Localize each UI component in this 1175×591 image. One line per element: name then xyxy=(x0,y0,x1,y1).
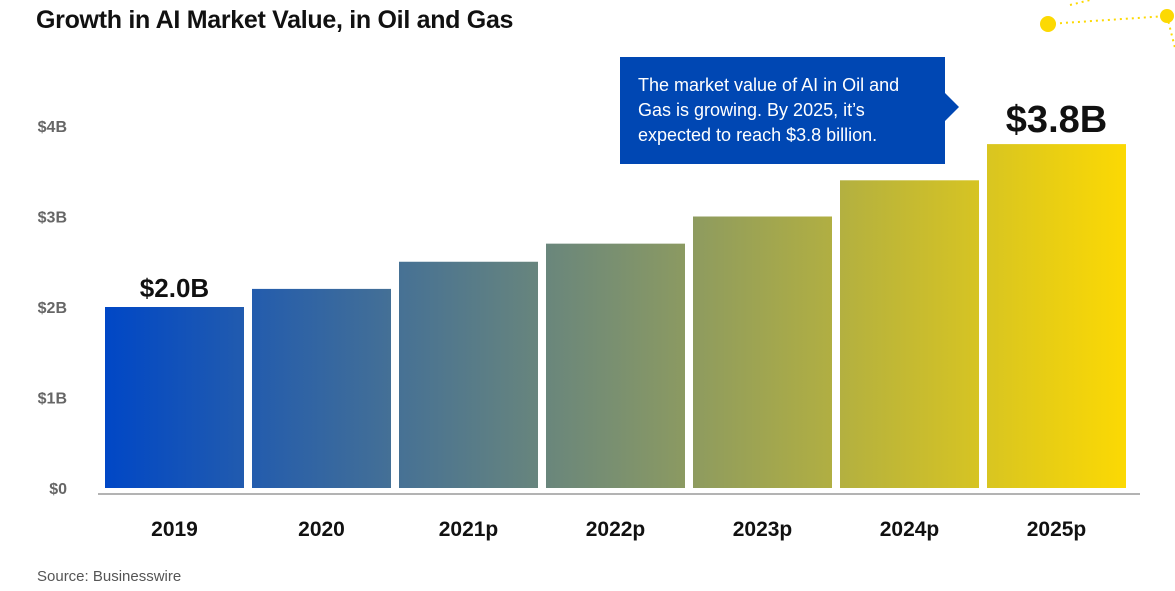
bar-2023p xyxy=(693,216,832,488)
x-axis: 2019 2020 2021p 2022p 2023p 2024p 2025p xyxy=(151,518,1086,541)
x-tick-label: 2024p xyxy=(880,518,940,541)
chart-title: Growth in AI Market Value, in Oil and Ga… xyxy=(36,6,514,34)
bars-group xyxy=(105,144,1126,489)
bar-2024p xyxy=(840,180,979,489)
x-tick-label: 2023p xyxy=(733,518,793,541)
y-tick-label: $3B xyxy=(38,210,67,227)
bar-2020 xyxy=(252,288,391,488)
x-tick-label: 2022p xyxy=(586,518,646,541)
y-tick-label: $1B xyxy=(38,391,67,408)
bar-2019 xyxy=(105,307,244,488)
x-tick-label: 2019 xyxy=(151,518,198,541)
bar-2025p xyxy=(987,144,1126,488)
bar-2022p xyxy=(546,243,685,488)
value-label: $2.0B xyxy=(140,273,209,303)
callout-text: The market value of AI in Oil and Gas is… xyxy=(638,75,900,145)
annotation-callout: The market value of AI in Oil and Gas is… xyxy=(620,57,945,164)
y-tick-label: $0 xyxy=(49,481,67,498)
bar-2021p xyxy=(399,261,538,488)
value-label: $3.8B xyxy=(1006,99,1107,141)
bar-chart: $0$1B$2B$3B$4B 2019 2020 2021p 2022p 2023p 20… xyxy=(38,99,1140,541)
value-labels-group: $2.0B $3.8B xyxy=(140,99,1107,303)
x-tick-label: 2021p xyxy=(439,518,499,541)
x-tick-label: 2020 xyxy=(298,518,345,541)
y-tick-label: $4B xyxy=(38,119,67,136)
y-axis: $0 $1B $2B $3B $4B xyxy=(38,119,67,498)
y-tick-label: $2B xyxy=(38,300,67,317)
x-tick-label: 2025p xyxy=(1027,518,1087,541)
decorative-dots-icon xyxy=(1040,0,1175,49)
source-note: Source: Businesswire xyxy=(37,568,182,585)
callout-arrow xyxy=(945,93,959,121)
